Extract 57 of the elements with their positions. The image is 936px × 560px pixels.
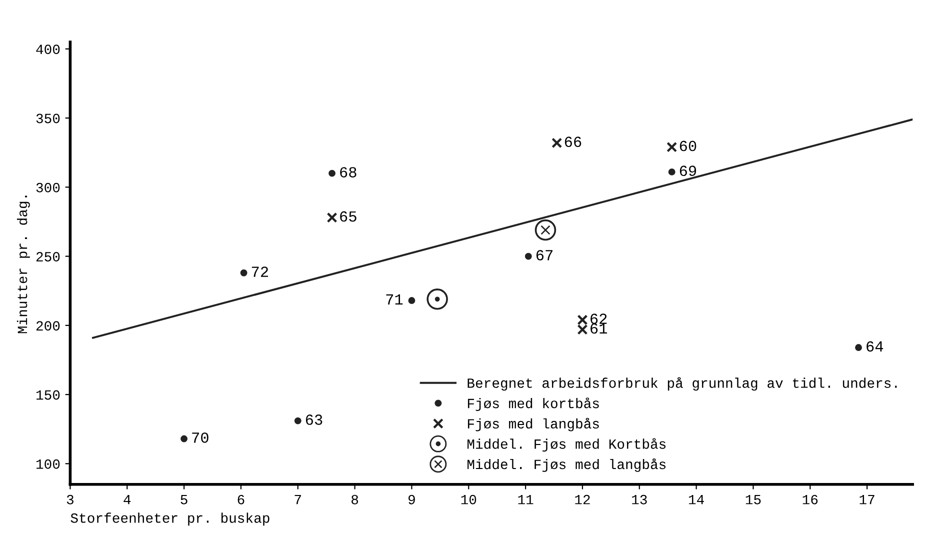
point [408, 297, 416, 304]
y-tick-label: 150 [36, 390, 60, 400]
annotation: 60 [680, 140, 696, 152]
point [294, 417, 302, 424]
legend-label: Middel. Fjøs med langbås [468, 458, 666, 472]
point [534, 219, 556, 241]
point [577, 314, 588, 326]
point [326, 212, 338, 223]
x-tick-label: 8 [352, 494, 358, 504]
point [668, 168, 676, 176]
x-tick-label: 6 [238, 494, 244, 504]
x-tick-label: 13 [632, 494, 647, 504]
point [552, 138, 562, 148]
point [328, 170, 336, 177]
legend-label: Fjøs med kortbås [468, 398, 599, 411]
annotation: 66 [564, 136, 582, 148]
annotation: 68 [340, 167, 356, 178]
y-tick-label: 100 [36, 459, 60, 469]
y-tick-label: 200 [36, 321, 60, 331]
x-tick-label: 10 [461, 494, 476, 504]
y-tick-label: 250 [36, 252, 60, 262]
legend-label: Beregnet arbeidsforbruk på grunnlag av tidl. unders. [468, 377, 897, 391]
x-tick-label: 9 [408, 494, 415, 504]
x-tick-label: 7 [294, 495, 301, 504]
y-tick-label: 300 [36, 182, 60, 192]
y-tick-label: 350 [36, 114, 60, 124]
x-tick-label: 11 [518, 495, 534, 504]
x-tick-label: 12 [575, 494, 590, 504]
point [524, 252, 532, 260]
x-tick-label: 3 [66, 494, 74, 504]
x-tick-label: 17 [860, 495, 874, 504]
legend-label: Fjøs med langbås [468, 418, 599, 432]
annotation: 70 [192, 432, 208, 443]
annotation: 61 [590, 323, 608, 334]
point [240, 269, 248, 276]
x-tick-label: 4 [124, 495, 131, 504]
point [577, 324, 588, 335]
annotation: 63 [306, 414, 322, 425]
annotation: 65 [340, 211, 356, 222]
point [180, 435, 188, 442]
x-tick-label: 5 [180, 495, 188, 504]
annotation: 71 [386, 294, 403, 304]
annotation: 67 [536, 250, 552, 260]
y-axis-title: Minutter pr. dag. [16, 196, 30, 334]
annotation: 62 [590, 314, 607, 324]
y-tick-label: 400 [36, 44, 60, 54]
x-tick-label: 15 [746, 495, 761, 504]
point [426, 288, 448, 310]
annotation: 72 [252, 266, 268, 277]
annotation: 64 [866, 341, 884, 352]
x-axis-title: Storfeenheter pr. buskap [70, 512, 270, 526]
legend-label: Middel. Fjøs med Kortbås [468, 438, 666, 452]
x-tick-label: 14 [688, 495, 704, 504]
annotation: 69 [680, 166, 696, 176]
point [855, 344, 862, 352]
x-tick-label: 16 [802, 494, 818, 504]
point [666, 142, 678, 152]
